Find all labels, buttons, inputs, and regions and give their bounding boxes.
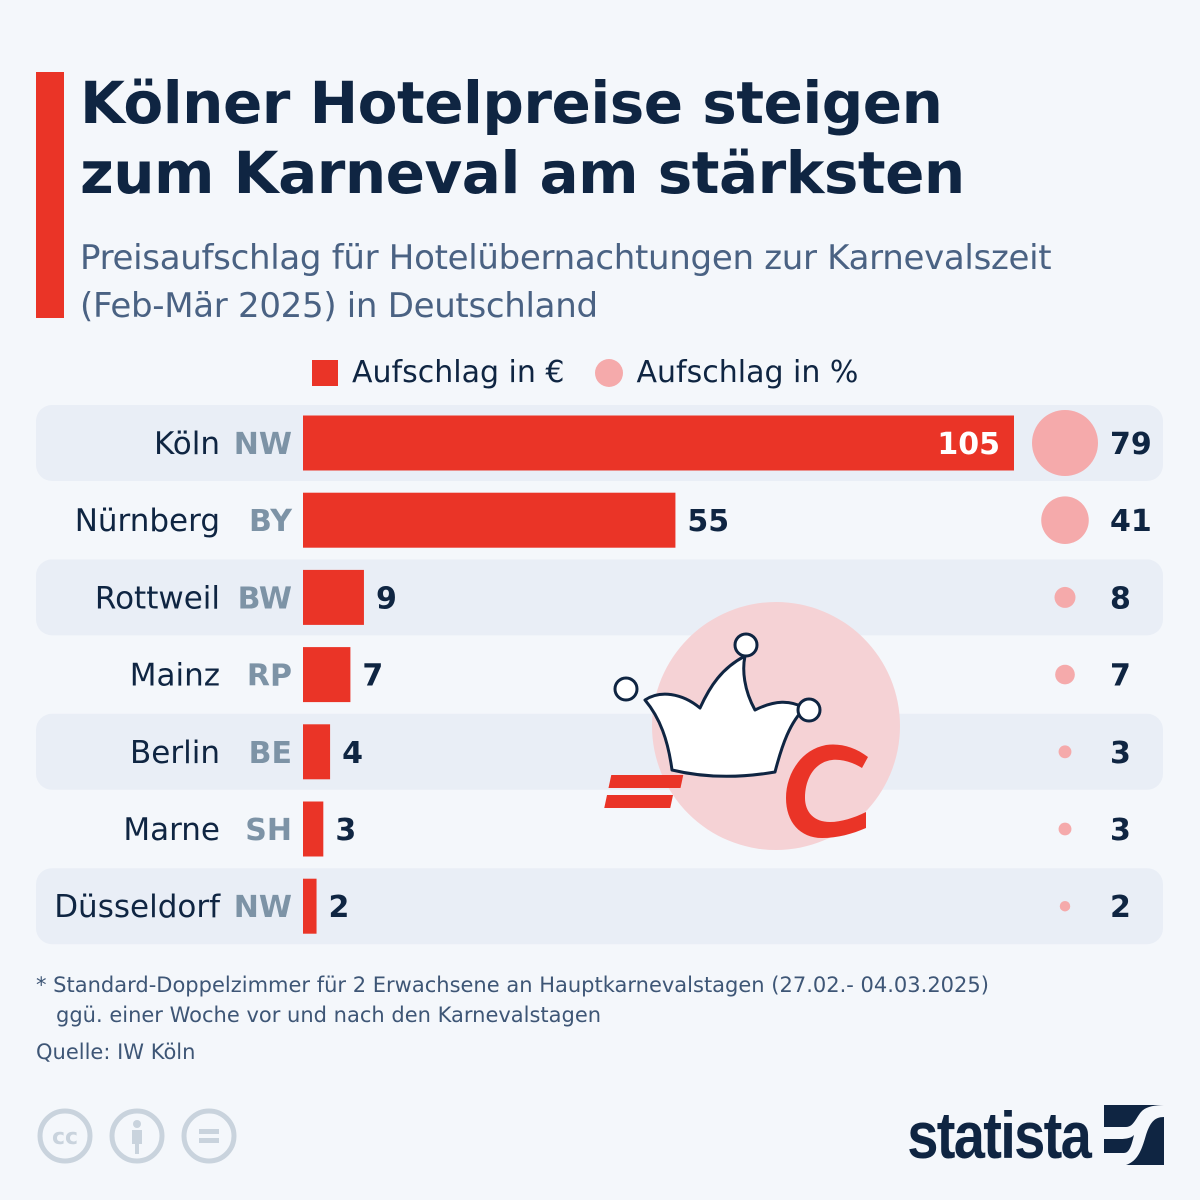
footnote: * Standard-Doppelzimmer für 2 Erwachsene… [36,970,989,1030]
license-icons: cc [36,1107,252,1165]
bar-value-label: 7 [362,659,383,694]
table-row: Marne SH 3 3 [123,801,1131,857]
bar-euro [303,724,331,780]
cc-icon[interactable]: cc [36,1107,94,1165]
bubble-value-label: 3 [1110,736,1131,771]
bubble-value-label: 8 [1110,581,1131,616]
bubble-percent [1041,496,1089,544]
state-code-label: BW [238,581,292,616]
statista-logo[interactable]: statista [875,1100,1164,1170]
title-line-2: zum Karneval am stärksten [80,139,965,207]
source-label: Quelle: IW Köln [36,1040,196,1064]
category-label: Rottweil [95,580,220,616]
bar-value-label: 4 [342,736,363,771]
subtitle-line-1: Preisaufschlag für Hotelübernachtungen z… [80,238,1052,278]
svg-text:cc: cc [52,1125,78,1150]
bubble-value-label: 41 [1110,504,1152,539]
legend-label-percent: Aufschlag in % [636,355,859,390]
table-row: Nürnberg BY 55 41 [75,492,1152,548]
state-code-label: NW [234,427,292,462]
legend-swatch-euro [312,359,338,386]
state-code-label: RP [247,659,292,694]
bar-value-label: 105 [937,427,1000,462]
state-code-label: SH [245,813,292,848]
table-row: Berlin BE 4 3 [130,724,1131,780]
legend-label-euro: Aufschlag in € [352,355,565,390]
bar-value-label: 2 [329,890,350,925]
legend: Aufschlag in € Aufschlag in % [312,355,888,390]
bar-chart: Köln NW 105 79 Nürnberg BY 55 41 Rottweil BW 9 8 Mai… [36,405,1163,945]
bubble-value-label: 3 [1110,813,1131,848]
legend-item-percent: Aufschlag in % [594,355,859,390]
category-label: Mainz [130,658,220,694]
page-title: Kölner Hotelpreise steigen zum Karneval … [80,68,1180,208]
bubble-percent [1054,586,1076,608]
footnote-line-2: ggü. einer Woche vor und nach den Karnev… [56,1003,602,1027]
bar-euro [303,878,317,934]
bar-euro [303,569,364,625]
statista-wordmark: statista [907,1098,1092,1172]
category-label: Düsseldorf [54,889,221,925]
category-label: Köln [154,426,220,462]
title-line-1: Kölner Hotelpreise steigen [80,69,943,137]
state-code-label: BY [249,504,293,539]
legend-item-euro: Aufschlag in € [312,355,565,390]
table-row: Mainz RP 7 7 [130,647,1131,703]
bubble-percent [1055,664,1075,685]
no-derivatives-icon[interactable] [180,1107,238,1165]
bubble-percent [1058,822,1072,836]
bubble-value-label: 7 [1110,659,1131,694]
category-label: Berlin [130,735,220,771]
bar-euro [303,801,324,857]
state-code-label: BE [249,736,292,771]
state-code-label: NW [234,890,292,925]
subtitle: Preisaufschlag für Hotelübernachtungen z… [80,234,1180,330]
legend-swatch-percent [594,358,623,387]
bubble-value-label: 79 [1110,427,1152,462]
category-label: Nürnberg [75,503,220,539]
carnival-illustration [604,602,900,850]
bubble-value-label: 2 [1110,890,1131,925]
category-label: Marne [123,812,220,848]
bar-euro [303,492,676,548]
table-row: Düsseldorf NW 2 2 [54,878,1131,934]
jester-hat-icon [613,632,822,778]
table-row: Köln NW 105 79 [154,410,1152,476]
bubble-percent [1059,900,1071,912]
statista-logo-icon [1104,1105,1164,1165]
attribution-icon[interactable] [108,1107,166,1165]
row-background [36,868,1163,945]
bar-value-label: 9 [376,581,397,616]
table-row: Rottweil BW 9 8 [95,569,1131,625]
title-accent-bar [36,72,64,318]
bar-value-label: 3 [335,813,356,848]
bar-euro [303,415,1014,471]
bubble-percent [1032,410,1098,476]
footnote-line-1: * Standard-Doppelzimmer für 2 Erwachsene… [36,973,989,997]
bubble-percent [1058,745,1072,759]
euro-icon [604,744,868,838]
subtitle-line-2: (Feb-Mär 2025) in Deutschland [80,286,598,326]
bar-euro [303,647,351,703]
bar-value-label: 55 [687,504,729,539]
